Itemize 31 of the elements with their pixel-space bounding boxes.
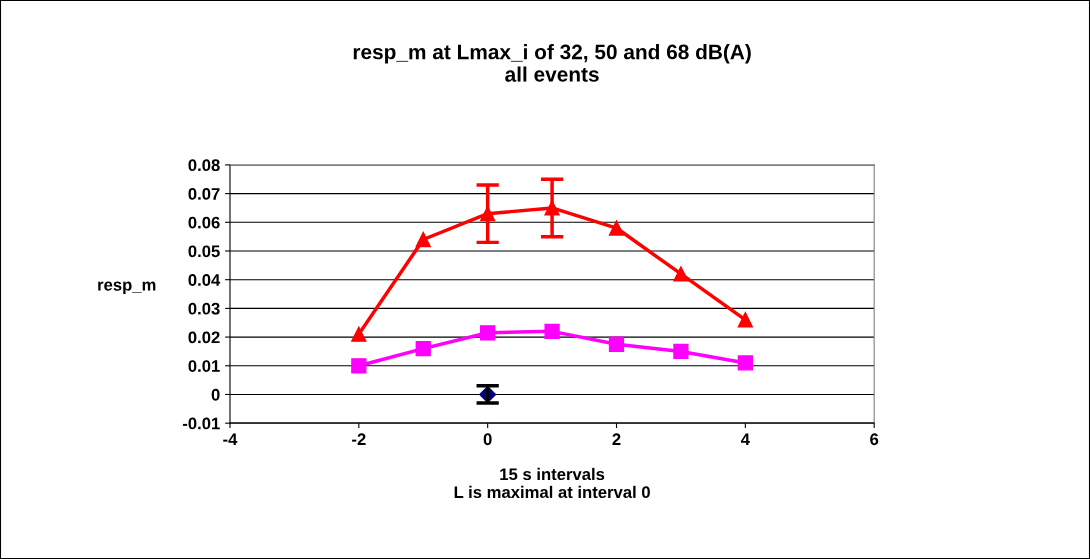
y-tick-label: -0.01 xyxy=(182,417,220,430)
y-tick-label: 0.01 xyxy=(188,360,220,372)
point xyxy=(415,231,431,248)
y-axis-title: resp_m xyxy=(98,281,156,295)
y-tick-label: 0.06 xyxy=(188,216,220,229)
x-tick-label: 2 xyxy=(612,433,621,445)
x-tick-label: 6 xyxy=(870,433,879,446)
x-tick-label: 4 xyxy=(740,433,750,445)
point xyxy=(608,220,625,236)
point xyxy=(608,336,625,352)
point xyxy=(673,343,689,360)
x-tick-label: 0 xyxy=(483,433,492,446)
point xyxy=(737,355,753,371)
y-tick-label: 0.04 xyxy=(188,274,221,286)
y-tick-label: 0.08 xyxy=(188,159,220,172)
point xyxy=(544,323,560,339)
x-axis-title: 15 s intervals L is maximal at interval 0 xyxy=(454,467,650,499)
point xyxy=(415,340,431,357)
point xyxy=(737,312,753,328)
y-tick-label: 0.07 xyxy=(188,188,220,200)
point xyxy=(351,326,367,342)
x-tick-label: -4 xyxy=(223,433,238,445)
point xyxy=(673,266,689,282)
y-tick-label: 0 xyxy=(211,388,220,401)
point xyxy=(351,358,367,374)
y-tick-label: 0.03 xyxy=(188,302,220,315)
y-tick-label: 0.05 xyxy=(188,245,220,258)
point xyxy=(480,325,496,341)
y-tick-label: 0.02 xyxy=(188,331,220,344)
x-tick-label: -2 xyxy=(352,433,366,445)
chart-title: resp_m at Lmax_i of 32, 50 and 68 dB(A) all events xyxy=(353,44,751,82)
